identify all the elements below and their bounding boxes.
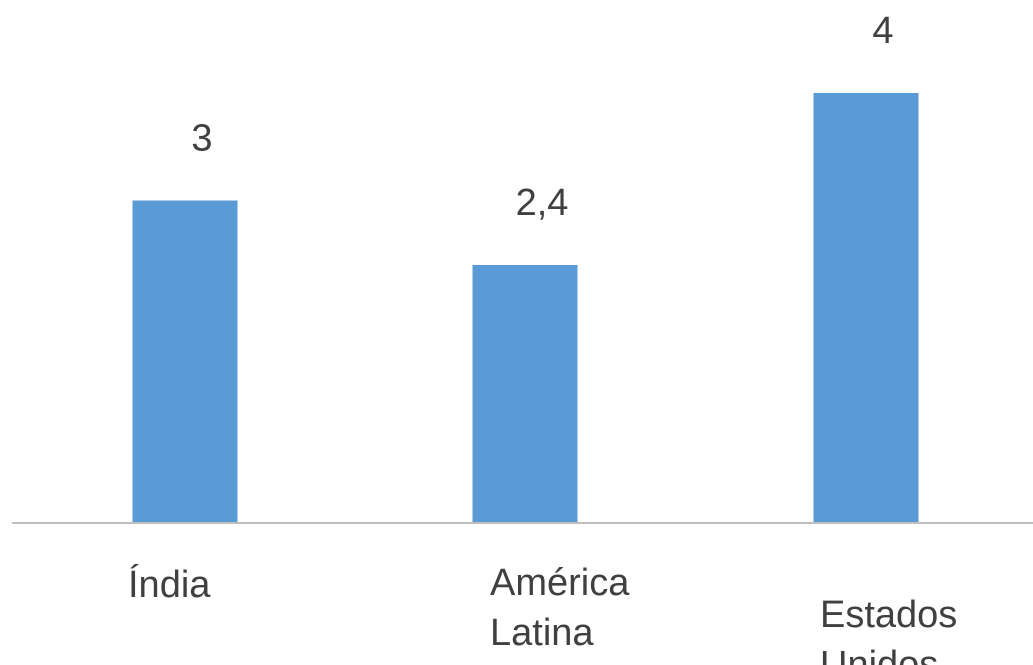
- data-labels-group: 32,44: [191, 10, 893, 224]
- bar-1: [472, 265, 578, 523]
- data-label-0: 3: [191, 118, 212, 160]
- category-label-1-line-0: América: [490, 562, 630, 604]
- bar-2: [813, 93, 919, 523]
- bars-group: [132, 93, 919, 523]
- data-label-2: 4: [872, 10, 893, 52]
- bar-0: [132, 200, 238, 523]
- category-label-1-line-1: Latina: [490, 612, 594, 654]
- category-label-2-line-0: Estados: [820, 594, 957, 636]
- data-label-1: 2,4: [516, 182, 569, 224]
- category-label-0-line-0: Índia: [128, 563, 211, 606]
- category-label-2-line-1: Unidos: [820, 644, 938, 665]
- category-labels-group: Índia América Latina Estados Unidos: [128, 562, 957, 665]
